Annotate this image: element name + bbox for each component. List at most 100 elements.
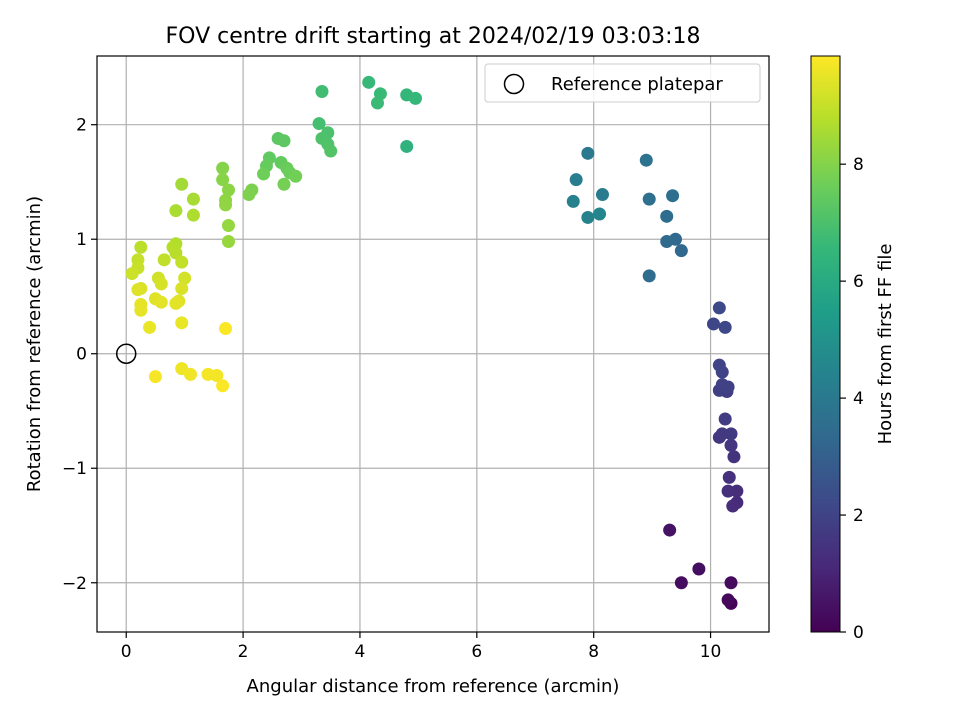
x-tick-label: 4 (355, 642, 366, 662)
data-point (727, 450, 741, 464)
data-point (581, 146, 595, 160)
data-points (125, 75, 744, 610)
x-axis-label: Angular distance from reference (arcmin) (247, 676, 620, 697)
data-point (642, 192, 656, 206)
data-point (712, 358, 726, 372)
data-point (289, 169, 303, 183)
data-point (721, 484, 735, 498)
grid-lines (97, 56, 769, 632)
y-tick-label: −1 (62, 459, 87, 479)
data-point (175, 255, 189, 269)
data-point (642, 269, 656, 283)
data-point (593, 207, 607, 221)
data-point (216, 173, 230, 187)
data-point (148, 370, 162, 384)
data-point (219, 198, 233, 212)
x-tick-label: 10 (700, 642, 722, 662)
legend-label: Reference platepar (551, 74, 723, 95)
colorbar-tick-label: 6 (853, 272, 864, 292)
data-point (324, 144, 338, 158)
data-point (639, 153, 653, 167)
data-point (726, 499, 740, 513)
data-point (666, 189, 680, 203)
data-point (221, 183, 235, 197)
data-point (718, 320, 732, 334)
data-point (143, 320, 157, 334)
data-point (125, 267, 139, 281)
colorbar-tick-label: 2 (853, 506, 864, 526)
data-point (718, 412, 732, 426)
data-point (277, 177, 291, 191)
data-point (660, 235, 674, 249)
data-point (175, 316, 189, 330)
data-point (712, 301, 726, 315)
data-point (186, 192, 200, 206)
x-tick-label: 8 (588, 642, 599, 662)
data-point (277, 134, 291, 148)
data-point (315, 84, 329, 98)
legend: Reference platepar (484, 63, 761, 103)
data-point (183, 367, 197, 381)
data-point (566, 194, 580, 208)
y-axis-label: Rotation from reference (arcmin) (24, 196, 45, 492)
data-point (400, 139, 414, 153)
data-point (674, 576, 688, 590)
data-point (154, 277, 168, 291)
data-point (169, 204, 183, 218)
data-point (216, 161, 230, 175)
data-point (242, 188, 256, 202)
data-point (154, 295, 168, 309)
data-point (724, 427, 738, 441)
data-point (692, 562, 706, 576)
y-tick-label: 0 (76, 345, 87, 365)
data-point (175, 177, 189, 191)
data-point (221, 218, 235, 232)
data-point (178, 271, 192, 285)
x-tick-label: 0 (121, 642, 132, 662)
data-point (408, 91, 422, 105)
colorbar-tick-label: 8 (853, 155, 864, 175)
plot-frame (96, 55, 770, 633)
data-point (134, 303, 148, 317)
chart-title: FOV centre drift starting at 2024/02/19 … (166, 24, 701, 49)
x-tick-label: 2 (238, 642, 249, 662)
data-point (663, 523, 677, 537)
x-axis-ticks: 0 2 4 6 8 10 (121, 632, 722, 662)
data-point (157, 253, 171, 267)
y-axis-ticks: −2 −1 0 1 2 (62, 116, 97, 594)
data-point (569, 173, 583, 187)
data-point (724, 576, 738, 590)
data-point (312, 117, 326, 131)
colorbar-tick-label: 4 (853, 389, 864, 409)
data-point (219, 322, 233, 336)
data-point (221, 235, 235, 249)
colorbar-label: Hours from first FF file (875, 244, 896, 445)
data-point (186, 208, 200, 222)
data-point (715, 378, 729, 392)
data-point (722, 470, 736, 484)
colorbar (810, 55, 841, 633)
data-point (721, 593, 735, 607)
y-tick-label: 1 (76, 230, 87, 250)
data-point (257, 167, 271, 181)
data-point (660, 209, 674, 223)
data-point (216, 379, 230, 393)
y-tick-label: −2 (62, 574, 87, 594)
reference-platepar-marker (115, 343, 137, 364)
data-point (210, 368, 224, 382)
data-point (595, 188, 609, 202)
data-point (169, 296, 183, 310)
data-point (706, 317, 720, 331)
data-point (131, 283, 145, 297)
data-point (724, 438, 738, 452)
data-point (581, 210, 595, 224)
data-point (674, 244, 688, 258)
colorbar-tick-label: 0 (853, 623, 864, 643)
data-point (370, 96, 384, 110)
legend-box (484, 63, 761, 103)
colorbar-ticks: 0 2 4 6 8 (840, 155, 864, 643)
data-point (175, 281, 189, 295)
legend-marker-icon (503, 73, 525, 95)
